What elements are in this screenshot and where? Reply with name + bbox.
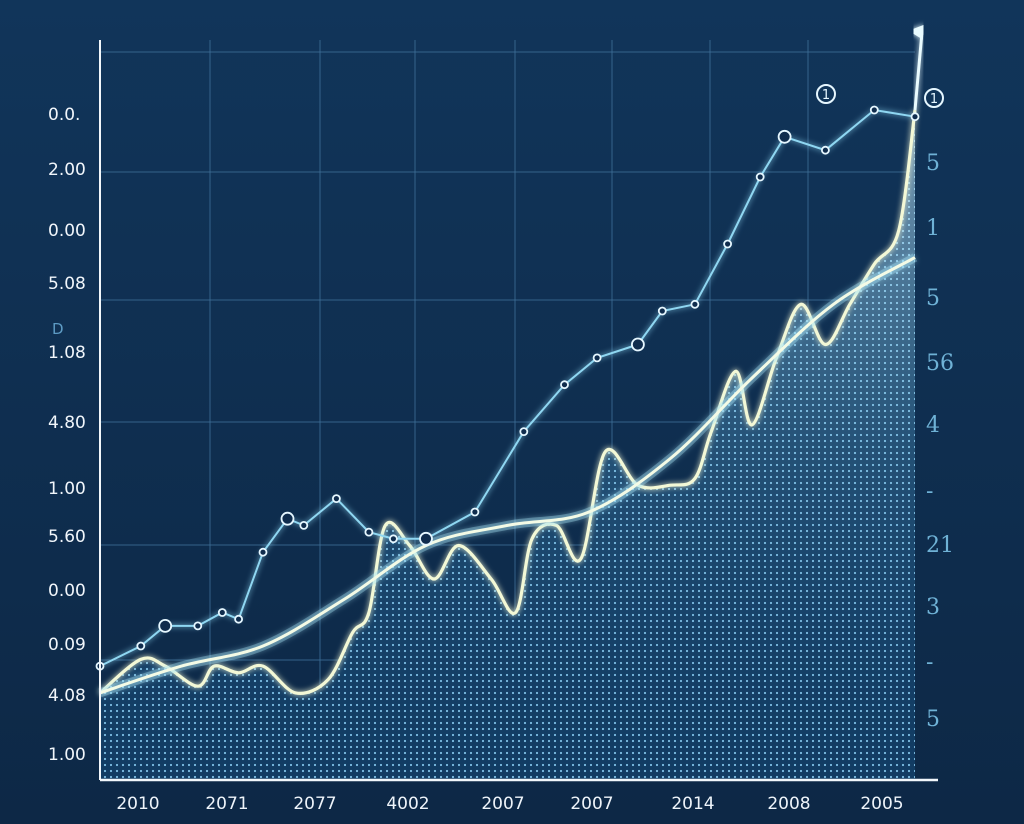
marker-ring (816, 84, 836, 104)
marker-point (388, 534, 398, 544)
x-tick-label: 2077 (293, 794, 336, 814)
x-tick-label: 2010 (116, 794, 159, 814)
marker-point (158, 619, 173, 633)
trend-arrow (908, 24, 925, 111)
y-tick-label-right: 5 (926, 707, 940, 732)
y-tick-label-right: 4 (926, 413, 940, 438)
y-tick-label-right: 5 (926, 151, 940, 176)
y-tick-label-left: 0.09 (48, 635, 86, 655)
marker-point (560, 380, 569, 390)
y-tick-label-right: - (926, 650, 933, 675)
y-tick-label-left: 1.08 (48, 343, 86, 363)
marker-point (419, 531, 433, 546)
marker-ring (924, 88, 944, 108)
x-tick-label: 2005 (860, 794, 903, 814)
marker-point (331, 494, 341, 504)
y-tick-label-left: 2.00 (48, 160, 86, 180)
y-tick-label-left: 1.00 (48, 745, 86, 765)
marker-point (136, 641, 146, 651)
y-tick-label-right: 5 (926, 286, 940, 311)
y-tick-label-left: 0.0. (48, 105, 80, 125)
x-tick-label: 2008 (767, 794, 810, 814)
marker-point (364, 527, 374, 537)
marker-point (657, 306, 667, 316)
x-tick-label: 4002 (386, 794, 429, 814)
marker-point (592, 353, 602, 363)
y-tick-label-left: 5.60 (48, 527, 86, 547)
y-tick-label-left: 5.08 (48, 274, 86, 294)
x-tick-label: 2071 (205, 794, 248, 814)
y-tick-label-left: 4.08 (48, 686, 86, 706)
y-tick-label-left: 0.00 (48, 221, 86, 241)
marker-point (470, 507, 480, 517)
marker-point (217, 608, 227, 617)
y-tick-label-right: 56 (926, 351, 954, 376)
area-fill-glow (100, 110, 915, 780)
marker-point (258, 547, 268, 557)
x-tick-label: 2007 (570, 794, 613, 814)
y-tick-label-right: 3 (926, 595, 940, 620)
y-tick-label-left: 1.00 (48, 479, 86, 499)
y-tick-label-right: 21 (926, 533, 954, 558)
x-tick-labels: 2010 2071 2077 4002 2007 2007 2014 2008 2005 (116, 794, 903, 814)
area-outline (98, 109, 917, 695)
marker-point (910, 112, 920, 122)
y-tick-label-right: - (926, 479, 933, 504)
y-tick-labels-right: 5 1 5 56 4 - 21 3 - 5 (926, 151, 954, 732)
marker-point (280, 511, 295, 526)
x-tick-label: 2007 (481, 794, 524, 814)
y-tick-label-right: 1 (926, 216, 940, 241)
x-tick-label: 2014 (671, 794, 714, 814)
marker-point (723, 239, 732, 249)
y-tick-label-left: 4.80 (48, 413, 86, 433)
marker-point (193, 621, 203, 631)
area-series (98, 109, 917, 780)
marker-ring-label: 1 (822, 88, 830, 103)
marker-ring-label: 1 (930, 92, 938, 107)
marker-point (755, 172, 765, 182)
marker-point (869, 105, 879, 115)
marker-point (299, 521, 309, 530)
marker-point (690, 299, 700, 309)
marker-point (519, 427, 529, 437)
y-tick-label-left: 0.00 (48, 581, 86, 601)
marker-point (821, 145, 830, 155)
marker-point (631, 337, 645, 352)
trend-line (99, 256, 916, 695)
y-tick-labels-left: 0.0. 2.00 0.00 5.08 1.08 4.80 1.00 5.60 0.00 0.09… (48, 105, 86, 765)
stray-label: D (52, 320, 64, 338)
marker-point (777, 129, 792, 144)
marker-point (234, 614, 244, 624)
